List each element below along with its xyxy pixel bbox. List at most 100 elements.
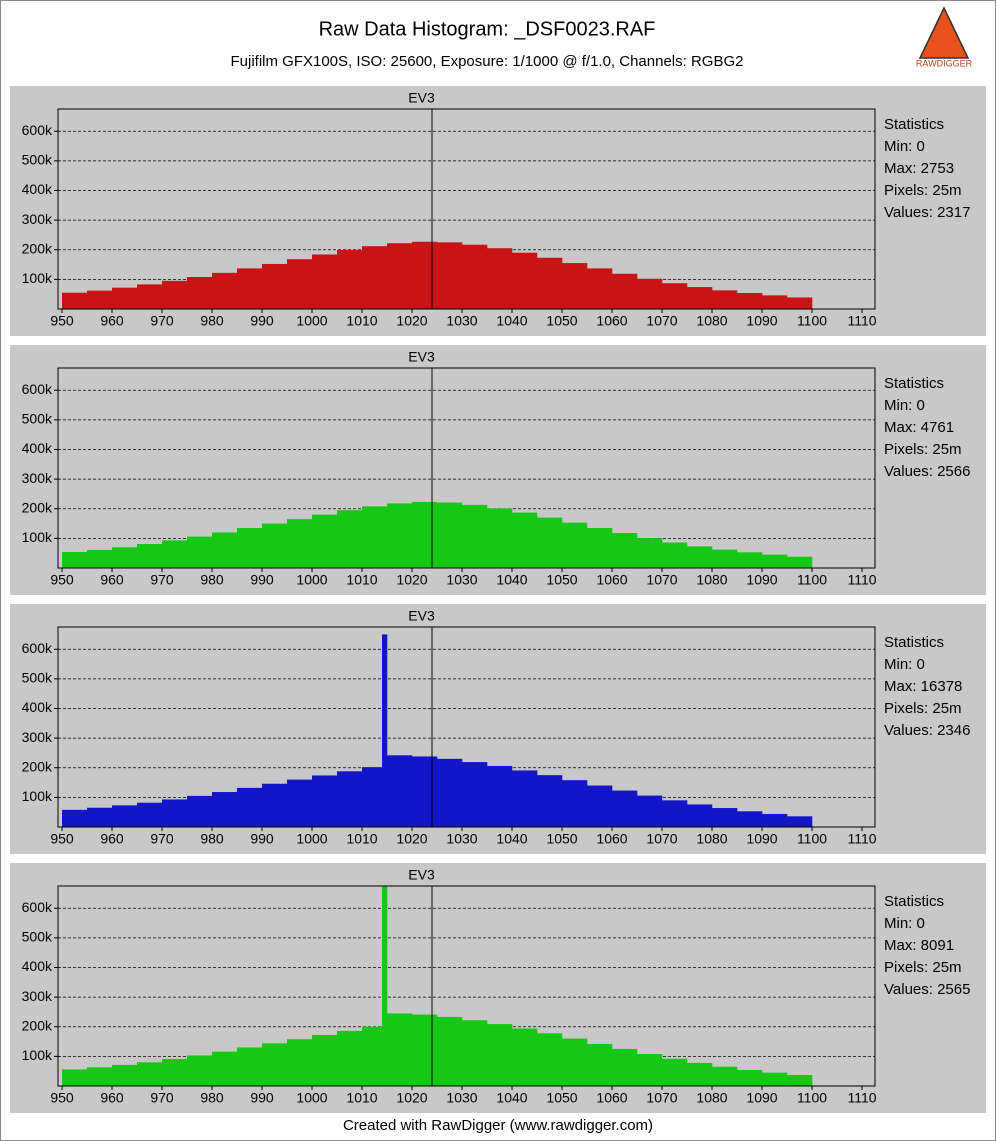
bar xyxy=(412,501,438,568)
x-tick-label: 1030 xyxy=(446,831,477,847)
bar xyxy=(387,1013,413,1086)
y-tick-label: 200k xyxy=(22,758,53,774)
bar xyxy=(237,787,263,827)
bar xyxy=(262,1043,288,1086)
panel-title: EV3 xyxy=(408,608,435,624)
bar xyxy=(112,547,138,568)
bar xyxy=(537,257,563,309)
x-tick-label: 1040 xyxy=(496,572,527,588)
bar xyxy=(637,538,663,568)
statistics-line: Min: 0 xyxy=(884,138,925,155)
bar xyxy=(562,780,588,827)
bar xyxy=(787,816,813,827)
bar xyxy=(787,1075,813,1086)
bar xyxy=(437,758,463,827)
bar xyxy=(362,767,383,827)
x-tick-label: 980 xyxy=(200,572,224,588)
bar xyxy=(287,1039,313,1086)
x-tick-label: 1040 xyxy=(496,1090,527,1106)
bar xyxy=(437,1016,463,1086)
x-tick-label: 990 xyxy=(250,831,274,847)
bar xyxy=(687,287,713,309)
x-tick-label: 1050 xyxy=(546,313,577,329)
bar xyxy=(562,522,588,568)
bar xyxy=(487,765,513,827)
bar xyxy=(587,785,613,827)
bar xyxy=(62,292,88,309)
bar xyxy=(412,756,438,827)
bar xyxy=(487,1024,513,1086)
statistics-line: Pixels: 25m xyxy=(884,700,962,717)
bar xyxy=(312,254,338,309)
statistics-line: Values: 2346 xyxy=(884,722,970,739)
bar xyxy=(187,795,213,827)
bar xyxy=(487,248,513,309)
x-tick-label: 1030 xyxy=(446,572,477,588)
bar xyxy=(387,755,413,827)
bar xyxy=(762,1072,788,1086)
x-tick-label: 1000 xyxy=(296,313,327,329)
bar xyxy=(362,1026,383,1086)
y-tick-label: 200k xyxy=(22,240,53,256)
bar xyxy=(312,514,338,568)
statistics-line: Max: 8091 xyxy=(884,937,954,954)
bar xyxy=(512,512,538,568)
bar xyxy=(262,263,288,309)
statistics-line: Statistics xyxy=(884,893,944,910)
x-tick-label: 970 xyxy=(150,313,174,329)
bar xyxy=(387,243,413,309)
panel-title: EV3 xyxy=(408,867,435,883)
x-tick-label: 1090 xyxy=(746,831,777,847)
histogram-panel: EV3 100k 200k 300k 400k 500k 600k 950 960 970 980 9… xyxy=(10,345,986,595)
y-tick-label: 500k xyxy=(22,411,53,427)
x-tick-label: 1110 xyxy=(847,831,876,847)
bar xyxy=(787,297,813,309)
x-tick-label: 1090 xyxy=(746,572,777,588)
bar xyxy=(537,1033,563,1086)
x-tick-label: 1060 xyxy=(596,831,627,847)
x-tick-label: 1050 xyxy=(546,831,577,847)
logo: RAWDIGGER xyxy=(916,6,973,68)
statistics-line: Max: 2753 xyxy=(884,160,954,177)
x-tick-label: 1050 xyxy=(546,1090,577,1106)
bar xyxy=(112,1064,138,1086)
bar xyxy=(637,1054,663,1086)
bar xyxy=(587,268,613,309)
bar xyxy=(512,252,538,309)
bars xyxy=(62,634,813,827)
subtitle: Fujifilm GFX100S, ISO: 25600, Exposure: … xyxy=(231,53,744,70)
bar xyxy=(612,533,638,568)
bar xyxy=(712,290,738,309)
y-tick-label: 400k xyxy=(22,958,53,974)
x-tick-label: 960 xyxy=(100,1090,124,1106)
y-tick-label: 600k xyxy=(22,381,53,397)
x-tick-label: 1100 xyxy=(797,313,827,329)
bar xyxy=(537,517,563,568)
x-tick-label: 1100 xyxy=(797,572,827,588)
bar xyxy=(212,532,238,568)
bar xyxy=(512,770,538,827)
y-tick-label: 400k xyxy=(22,440,53,456)
x-tick-label: 1080 xyxy=(696,1090,727,1106)
y-tick-label: 300k xyxy=(22,729,53,745)
bar xyxy=(637,278,663,309)
x-tick-label: 1070 xyxy=(646,1090,677,1106)
x-tick-label: 970 xyxy=(150,572,174,588)
bar xyxy=(137,284,163,309)
x-tick-label: 990 xyxy=(250,313,274,329)
x-tick-label: 1030 xyxy=(446,1090,477,1106)
bar xyxy=(337,771,363,827)
x-tick-label: 1060 xyxy=(596,1090,627,1106)
bar xyxy=(462,1020,488,1086)
y-tick-label: 600k xyxy=(22,899,53,915)
y-tick-label: 200k xyxy=(22,499,53,515)
bar xyxy=(737,811,763,827)
bar xyxy=(237,1047,263,1086)
bar xyxy=(87,807,113,827)
bar xyxy=(137,544,163,568)
bar xyxy=(662,283,688,309)
x-tick-label: 1080 xyxy=(696,572,727,588)
x-tick-label: 970 xyxy=(150,1090,174,1106)
bar xyxy=(287,519,313,568)
bar xyxy=(462,762,488,827)
